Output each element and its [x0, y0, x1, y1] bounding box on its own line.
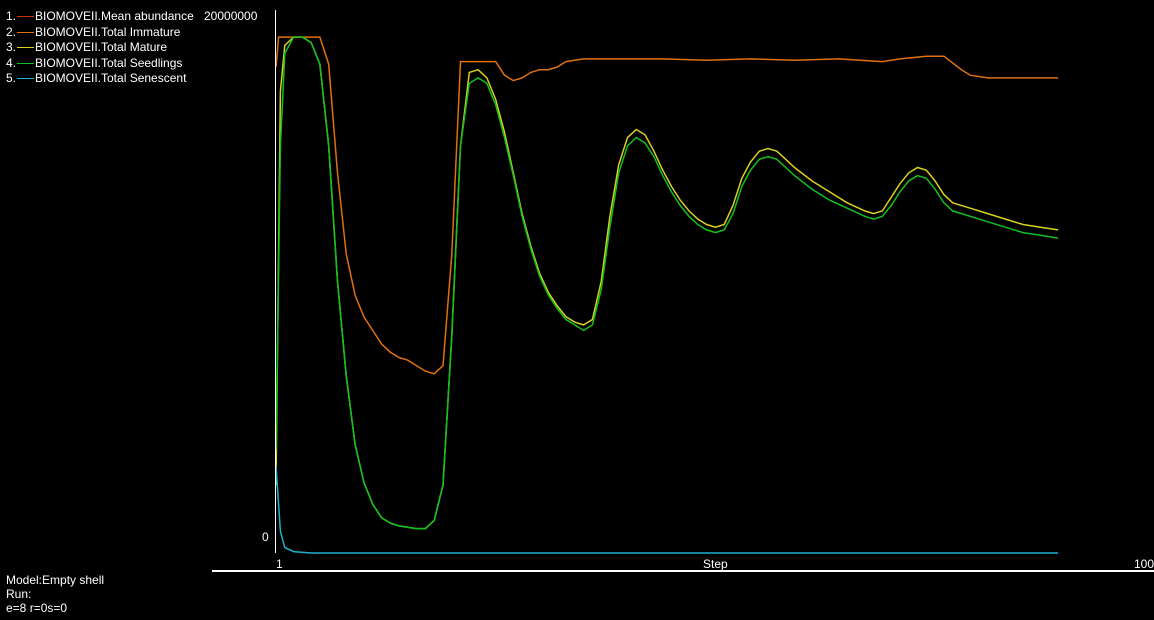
legend-number: 4.	[6, 55, 17, 70]
y-min-label: 0	[262, 530, 269, 544]
stats-text: e=8 r=0s=0	[6, 601, 68, 615]
legend-entry: 5. BIOMOVEII.Total Senescent	[6, 71, 194, 87]
legend-number: 3.	[6, 40, 17, 54]
legend-label: BIOMOVEII.Total Mature	[35, 40, 168, 54]
legend-entry: 2. BIOMOVEII.Total Immature	[6, 25, 194, 41]
series-line	[275, 36, 1059, 375]
legend-entry: 4. BIOMOVEII.Total Seedlings	[6, 56, 194, 72]
legend-swatch	[17, 78, 34, 80]
series-line	[275, 466, 1059, 554]
legend-swatch	[17, 16, 34, 18]
footer-info: Model:Empty shell Run: e=8 r=0s=0	[6, 573, 104, 615]
x-axis-label: Step	[703, 557, 728, 571]
series-line	[275, 36, 1059, 530]
x-max-label: 100	[1134, 557, 1154, 571]
model-text: Model:Empty shell	[6, 573, 105, 587]
x-min-label: 1	[276, 557, 283, 571]
legend-label: BIOMOVEII.Mean abundance	[35, 9, 194, 23]
legend-swatch	[17, 62, 34, 64]
series-layer	[275, 36, 1059, 554]
series-line	[275, 36, 1059, 530]
legend-label: BIOMOVEII.Total Immature	[35, 24, 181, 39]
legend-number: 2.	[6, 24, 17, 39]
legend-number: 5.	[6, 71, 17, 85]
legend-label: BIOMOVEII.Total Seedlings	[35, 55, 183, 70]
legend-swatch	[17, 31, 34, 33]
y-max-label: 20000000	[203, 9, 259, 23]
legend-swatch	[17, 47, 34, 49]
legend-number: 1.	[6, 9, 17, 23]
legend: 1. BIOMOVEII.Mean abundance 2. BIOMOVEII.To…	[6, 9, 194, 87]
legend-entry: 3. BIOMOVEII.Total Mature	[6, 40, 194, 56]
legend-entry: 1. BIOMOVEII.Mean abundance	[6, 9, 194, 25]
legend-label: BIOMOVEII.Total Senescent	[35, 71, 187, 85]
run-text: Run:	[6, 587, 32, 601]
